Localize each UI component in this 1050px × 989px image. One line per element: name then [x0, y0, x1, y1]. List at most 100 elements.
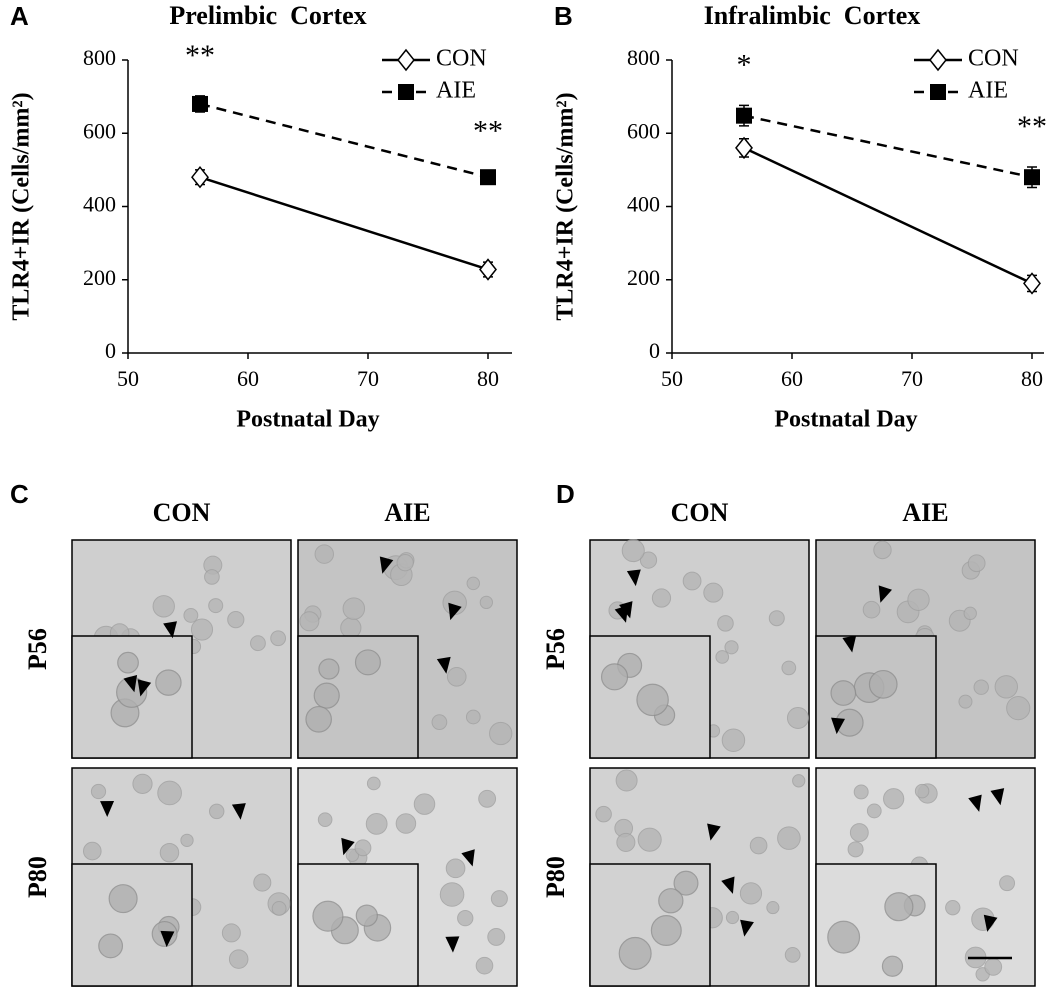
arrowhead [740, 919, 754, 937]
arrowhead [983, 914, 998, 932]
data-point [736, 107, 752, 124]
cell [208, 598, 224, 614]
row-label: P56 [23, 628, 52, 670]
cell [354, 839, 372, 857]
cell [881, 955, 904, 977]
x-axis-label: Postnatal Day [774, 407, 917, 433]
arrowhead [448, 602, 462, 621]
cell [190, 618, 214, 641]
legend-entry: AIE [382, 78, 476, 104]
x-tick-label: 50 [117, 366, 139, 391]
cell [228, 949, 249, 969]
arrowhead [231, 803, 246, 820]
cell [637, 827, 662, 852]
cell [204, 569, 220, 585]
legend-label: AIE [968, 78, 1008, 104]
cell [475, 956, 494, 975]
arrowhead [123, 675, 138, 693]
cell [271, 901, 287, 916]
cell [314, 544, 335, 564]
panel-label: D [556, 479, 575, 509]
cell [749, 836, 768, 855]
panel-label: A [10, 1, 29, 31]
cell [465, 709, 481, 725]
cell [183, 607, 199, 623]
significance-annotation: ** [1017, 110, 1047, 143]
arrowhead [436, 656, 451, 674]
cell [984, 957, 1003, 976]
cell [155, 669, 182, 696]
cell [439, 882, 465, 907]
row-label: P56 [541, 628, 570, 670]
cell [445, 858, 466, 879]
cell [396, 554, 414, 572]
cell [615, 769, 638, 792]
cell [250, 635, 266, 652]
cell [180, 833, 194, 847]
cell [152, 595, 175, 618]
cell [600, 663, 629, 691]
legend-entry: AIE [914, 78, 1008, 104]
arrowhead [100, 800, 115, 818]
data-point [192, 95, 208, 112]
cell [478, 789, 497, 808]
cell [489, 721, 513, 746]
cell [317, 812, 333, 827]
arrowhead [707, 823, 721, 841]
panel-label: C [10, 479, 29, 509]
x-tick-label: 80 [1021, 366, 1043, 391]
y-tick-label: 400 [83, 192, 116, 217]
chart-title: Prelimbic Cortex [169, 1, 366, 30]
data-point [735, 136, 753, 160]
cell [781, 660, 797, 676]
arrowhead [137, 679, 152, 697]
cell [792, 774, 806, 788]
x-axis-label: Postnatal Day [236, 407, 379, 433]
cell [616, 832, 636, 852]
cell [366, 776, 381, 791]
x-tick-label: 70 [901, 366, 923, 391]
y-tick-label: 800 [83, 45, 116, 70]
cell [157, 780, 182, 806]
x-tick-label: 60 [781, 366, 803, 391]
cell [721, 728, 746, 752]
cell [227, 611, 245, 629]
arrowhead [160, 930, 175, 948]
series-line [199, 176, 489, 271]
cell [313, 682, 340, 709]
series-line [743, 146, 1033, 285]
cell [658, 888, 684, 914]
significance-annotation: ** [185, 39, 215, 72]
cell [90, 783, 107, 800]
y-tick-label: 600 [83, 118, 116, 143]
cell [827, 920, 861, 954]
legend-label: CON [968, 46, 1019, 72]
legend-entry: CON [914, 46, 1019, 72]
data-point [480, 169, 496, 186]
cell [299, 611, 320, 632]
x-tick-label: 70 [357, 366, 379, 391]
cell [270, 630, 287, 647]
x-tick-label: 80 [477, 366, 499, 391]
cell [1006, 696, 1031, 721]
cell [318, 658, 340, 680]
cell [862, 600, 881, 619]
column-label: AIE [902, 498, 948, 527]
column-label: CON [153, 498, 211, 527]
cell [479, 595, 494, 610]
cell [963, 606, 977, 621]
cell [907, 588, 930, 611]
cell [636, 683, 669, 717]
column-label: CON [671, 498, 729, 527]
arrowhead [831, 717, 846, 735]
cell [98, 933, 124, 959]
cell [209, 803, 225, 820]
series-line [743, 114, 1033, 179]
cell [999, 875, 1016, 892]
data-point [191, 165, 209, 189]
x-tick-label: 60 [237, 366, 259, 391]
data-point [1024, 169, 1040, 186]
cell [739, 882, 763, 905]
cell [873, 540, 892, 560]
legend-label: CON [436, 46, 487, 72]
